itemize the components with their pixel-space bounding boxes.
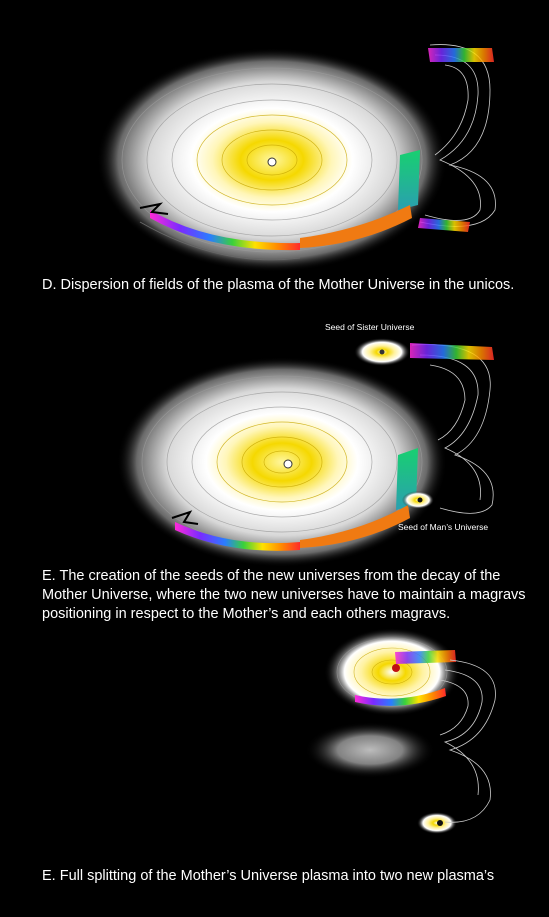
rainbow-top-arm [428,48,494,62]
caption-panel-e1: E. The creation of the seeds of the new … [42,568,526,622]
rainbow-bottom-arm [418,218,470,232]
panel-e1-illustration [117,338,494,567]
sister-seed-core [379,349,385,355]
orange-field-band [300,205,412,248]
sister-core [392,664,400,672]
outer-arc [139,221,301,261]
mother-core [267,157,277,167]
man-seed-label: Seed of Man’s Universe [398,522,489,532]
plasma-swirl-strokes [141,375,423,549]
man-core [437,820,443,826]
rainbow-top-arm [410,343,494,360]
caption-panel-e2: E. Full splitting of the Mother’s Univer… [42,868,495,884]
orange-field-band [300,505,410,548]
black-tendril [139,202,169,215]
right-spiral-arm [439,659,496,823]
right-spiral-arm [419,44,496,227]
plasma-swirl-strokes [121,67,423,253]
man-seed-core [417,497,423,503]
sister-seed-label: Seed of Sister Universe [325,322,415,332]
black-tendril [171,510,199,525]
mother-universe-plasma [117,357,447,567]
panel-e2-illustration [305,628,496,834]
plasma-swirl-strokes [336,637,448,707]
rainbow-field-band [175,522,300,551]
mother-core [283,459,293,469]
dispersed-mother-plasma [305,722,435,778]
rainbow-field-band [355,688,446,706]
panel-d-illustration [97,44,496,272]
rainbow-top-arm [395,650,456,664]
teal-field-wedge [398,150,420,210]
caption-panel-d: D. Dispersion of fields of the plasma of… [42,277,515,293]
rainbow-field-band [150,210,300,251]
